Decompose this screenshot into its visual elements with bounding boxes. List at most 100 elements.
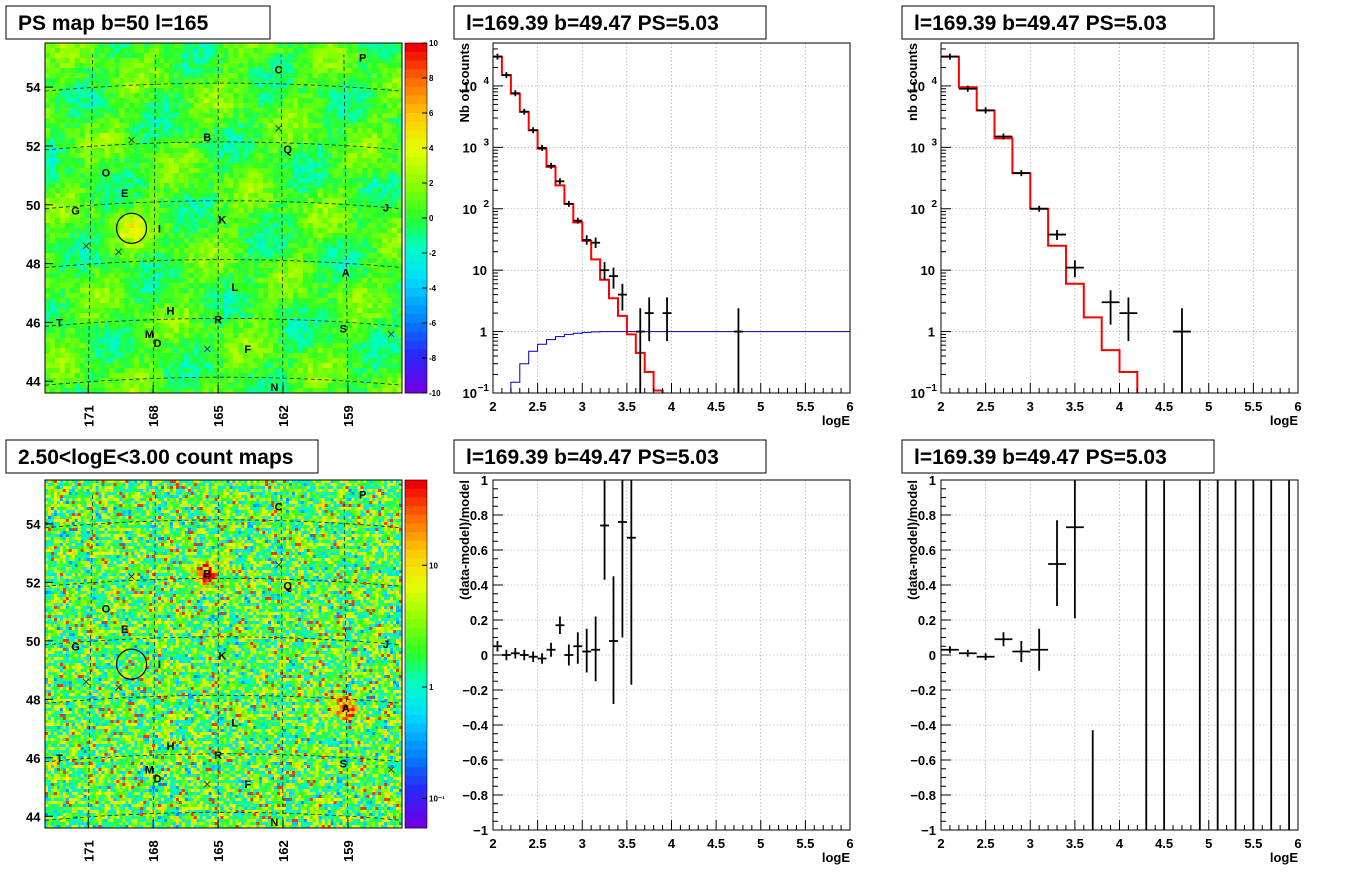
ps_map-pixel [352,203,357,208]
ps_map-pixel [114,183,119,188]
ps_map-pixel [80,348,85,353]
ps_map-pixel [323,118,328,123]
ps_map-pixel [238,323,243,328]
ps_map-pixel [174,308,179,313]
ps_map-pixel [357,173,362,178]
ps_map-pixel [308,73,313,78]
ps_map-pixel [224,253,229,258]
ps_map-pixel [268,163,273,168]
ps_map-pixel [90,123,95,128]
ps_map-pixel [233,348,238,353]
ps_map-pixel [352,123,357,128]
ps_map-pixel [392,178,397,183]
ps_map-pixel [224,163,229,168]
ps_map-pixel [95,373,100,378]
ps_map-pixel [372,238,377,243]
ps_map-pixel [392,83,397,88]
ps_map-pixel [70,183,75,188]
ps_map-pixel [55,173,60,178]
ps_map-pixel [372,98,377,103]
ps_map-pixel [109,368,114,373]
ps_map-pixel [159,323,164,328]
ps_map-pixel [328,218,333,223]
ps_map-pixel [45,293,50,298]
ps_map-pixel [357,198,362,203]
ps_map-pixel [328,223,333,228]
ps_map-pixel [139,278,144,283]
ps_map-pixel [228,263,233,268]
ps_map-pixel [85,113,90,118]
ps_map-pixel [60,153,65,158]
ps_map-pixel [109,123,114,128]
ps_map-pixel [248,333,253,338]
ps_map-pixel [308,173,313,178]
ps_map-pixel [219,108,224,113]
ps_map-pixel [129,308,134,313]
ps_map-pixel [60,63,65,68]
ps_map-pixel [60,273,65,278]
ps_map-pixel [129,233,134,238]
ps_map-pixel [144,63,149,68]
ps_map-pixel [50,283,55,288]
ps_map-pixel [219,363,224,368]
ps_map-pixel [392,263,397,268]
ps_map-pixel [362,348,367,353]
ps_map-pixel [85,208,90,213]
ps_map-pixel [343,78,348,83]
ps_map-pixel [224,248,229,253]
ps_map-pixel [219,53,224,58]
ps_map-pixel [248,73,253,78]
ps_map-pixel [308,343,313,348]
ps_map-pixel [100,238,105,243]
ps_map-pixel [238,108,243,113]
ps_map-pixel [75,223,80,228]
ps_map-pixel [119,108,124,113]
ps_map-pixel [387,163,392,168]
ps_map-pixel [129,363,134,368]
ps_map-pixel [159,253,164,258]
ps_map-pixel [233,108,238,113]
ps_map-pixel [253,203,258,208]
ps_map-pixel [253,178,258,183]
ps_map-pixel [189,223,194,228]
ps_map-pixel [382,238,387,243]
ps_map-pixel [228,53,233,58]
ps_map-pixel [258,78,263,83]
ps_map-pixel [377,73,382,78]
ps_map-pixel [80,148,85,153]
ps_map-pixel [164,128,169,133]
ps_map-pixel [367,68,372,73]
ps_map-pixel [298,333,303,338]
ps_map-pixel [318,303,323,308]
ps_map-pixel [382,298,387,303]
ps_map-pixel [55,93,60,98]
ps_map-pixel [65,268,70,273]
ps_map-pixel [253,253,258,258]
ps_map-pixel [124,48,129,53]
ps_map-pixel [333,333,338,338]
ps_map-pixel [343,218,348,223]
ps_map-pixel [308,273,313,278]
ps_map-pixel [179,118,184,123]
ps_map-pixel [253,193,258,198]
ps_map-pixel [124,258,129,263]
ps_map-pixel [114,348,119,353]
ps_map-pixel [159,268,164,273]
ps_map-pixel [169,178,174,183]
ps_map-pixel [169,223,174,228]
ps_map-pixel [288,298,293,303]
ps_map-pixel [362,43,367,48]
ps_map-pixel [159,263,164,268]
ps_map-pixel [362,143,367,148]
ps_map-pixel [338,253,343,258]
ps_map-pixel [174,268,179,273]
ps_map-pixel [95,313,100,318]
ps_map-pixel [149,268,154,273]
ps_map-pixel [204,228,209,233]
ps_map-pixel [174,238,179,243]
ps_map-pixel [243,78,248,83]
ps_map-pixel [129,128,134,133]
ps_map-pixel [357,213,362,218]
ps_map-pixel [70,168,75,173]
ps_map-pixel [55,138,60,143]
